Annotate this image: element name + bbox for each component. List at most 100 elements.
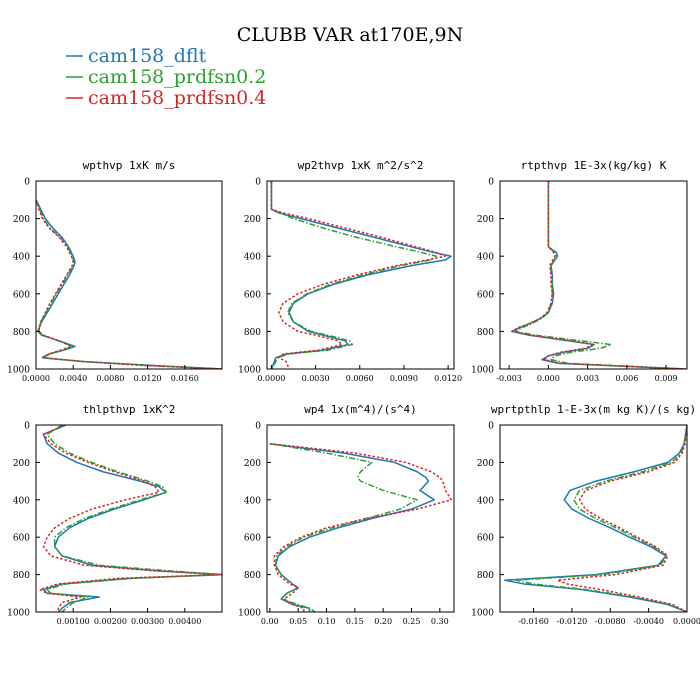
plot-frame <box>35 424 223 613</box>
x-tick-label: 0.0000 <box>257 374 285 383</box>
y-tick-label: 1000 <box>7 366 30 376</box>
x-tick-label: 0.003 <box>576 374 599 383</box>
figure-legend: cam158_dflt cam158_prdfsn0.2 cam158_prdf… <box>66 45 266 109</box>
series-group <box>269 442 452 612</box>
series-group <box>511 181 686 369</box>
y-tick-label: 1000 <box>471 366 494 376</box>
series-group <box>270 181 452 369</box>
x-tick-label: 0.0090 <box>390 374 418 383</box>
x-tick-label: 0.006 <box>615 374 638 383</box>
y-tick-label: 600 <box>477 534 494 544</box>
x-tick-label: 0.000 <box>537 374 560 383</box>
y-tick-label: 200 <box>13 215 30 225</box>
plot-frame <box>266 424 455 613</box>
panel-title: wp4 1x(m^4)/(s^4) <box>304 403 417 416</box>
x-tick-label: 0.20 <box>374 617 392 626</box>
x-tick-label: 0.0120 <box>134 374 162 383</box>
plot-frame <box>266 180 455 370</box>
x-tick-label: 0.10 <box>318 617 336 626</box>
series-line-cam158-prdfsn0-2 <box>269 442 418 612</box>
x-tick-label: 0.0120 <box>434 374 462 383</box>
series-line-cam158-dflt <box>270 181 452 369</box>
y-tick-label: 0 <box>24 422 30 432</box>
series-line-cam158-prdfsn0-4 <box>269 442 452 612</box>
series-line-cam158-prdfsn0-4 <box>38 425 222 612</box>
x-tick-label: 0.15 <box>346 617 364 626</box>
y-tick-label: 400 <box>13 496 30 506</box>
y-tick-label: 600 <box>244 290 261 300</box>
y-tick-label: 400 <box>13 253 30 263</box>
y-tick-label: 800 <box>244 328 261 338</box>
y-tick-label: 600 <box>477 290 494 300</box>
series-line-cam158-prdfsn0-4 <box>36 199 222 369</box>
x-tick-label: 0.0160 <box>171 374 199 383</box>
panel-title: rtpthvp 1E-3x(kg/kg) K <box>521 159 667 172</box>
chart-panel-4: thlpthvp 1xK^2 0 200 400 600 800 1000 0.00100 0.… <box>7 403 223 626</box>
x-tick-label: 0.05 <box>289 617 307 626</box>
plot-frame <box>499 180 688 370</box>
panel-title: wp2thvp 1xK m^2/s^2 <box>298 159 424 172</box>
x-tick-label: -0.0080 <box>595 617 626 626</box>
x-tick-label: 0.00300 <box>131 617 164 626</box>
y-tick-label: 200 <box>13 459 30 469</box>
series-line-cam158-prdfsn0-2 <box>46 425 222 612</box>
y-tick-label: 600 <box>244 534 261 544</box>
x-tick-label: 0.00100 <box>57 617 90 626</box>
y-tick-label: 200 <box>244 215 261 225</box>
series-group <box>38 425 222 612</box>
chart-panel-2: wp2thvp 1xK m^2/s^2020040060080010000.00… <box>238 159 462 383</box>
series-line-cam158-prdfsn0-4 <box>511 181 686 369</box>
x-tick-label: 0.0080 <box>96 374 124 383</box>
y-tick-label: 200 <box>477 459 494 469</box>
panel-title: wprtpthlp 1-E-3x(m kg K)/(s kg) <box>491 403 696 416</box>
x-tick-label: 0.0060 <box>346 374 374 383</box>
y-tick-label: 0 <box>255 422 261 432</box>
y-tick-label: 0 <box>488 178 494 188</box>
y-tick-label: 600 <box>13 534 30 544</box>
y-tick-label: 0 <box>24 178 30 188</box>
y-tick-label: 1000 <box>7 609 30 619</box>
y-tick-label: 800 <box>13 328 30 338</box>
series-line-cam158-dflt <box>269 442 435 612</box>
figure-title: CLUBB VAR at170E,9N <box>237 24 463 46</box>
y-tick-label: 200 <box>477 215 494 225</box>
x-tick-label: -0.0160 <box>518 617 549 626</box>
y-tick-label: 200 <box>244 459 261 469</box>
x-tick-label: 0.25 <box>403 617 421 626</box>
chart-panel-3: rtpthvp 1E-3x(kg/kg) K 0 200 400 600 800 1000-… <box>471 159 688 383</box>
x-tick-label: 0.00 <box>261 617 279 626</box>
x-tick-label: 0.0000 <box>22 374 50 383</box>
legend-label-prdfsn02: cam158_prdfsn0.2 <box>88 66 266 88</box>
y-tick-label: 0 <box>255 178 261 188</box>
y-tick-label: 1000 <box>238 609 261 619</box>
series-line-cam158-prdfsn0-2 <box>514 181 686 369</box>
series-line-cam158-prdfsn0-4 <box>270 181 446 369</box>
y-tick-label: 400 <box>244 496 261 506</box>
x-tick-label: -0.0120 <box>557 617 588 626</box>
series-line-cam158-prdfsn0-4 <box>556 425 687 612</box>
x-tick-label: 0.0030 <box>302 374 330 383</box>
chart-panel-6: wprtpthlp 1-E-3x(m kg K)/(s kg) 0 200 400 60… <box>471 403 700 626</box>
x-tick-label: 0.0000 <box>673 617 700 626</box>
series-line-cam158-prdfsn0-2 <box>270 181 438 369</box>
legend-label-prdfsn04: cam158_prdfsn0.4 <box>88 87 266 109</box>
legend-label-dflt: cam158_dflt <box>88 45 207 67</box>
x-tick-label: 0.00200 <box>94 617 127 626</box>
x-tick-label: 0.0040 <box>59 374 87 383</box>
series-line-cam158-dflt <box>511 181 686 369</box>
x-tick-label: -0.003 <box>496 374 522 383</box>
panel-title: wpthvp 1xK m/s <box>83 159 176 172</box>
y-tick-label: 800 <box>477 328 494 338</box>
y-tick-label: 0 <box>488 422 494 432</box>
series-group <box>504 425 687 612</box>
series-group <box>36 199 222 369</box>
y-tick-label: 800 <box>13 571 30 581</box>
y-tick-label: 800 <box>244 571 261 581</box>
x-tick-label: 0.30 <box>431 617 449 626</box>
y-tick-label: 400 <box>477 253 494 263</box>
series-line-cam158-dflt <box>504 425 687 612</box>
x-tick-label: 0.00400 <box>168 617 201 626</box>
